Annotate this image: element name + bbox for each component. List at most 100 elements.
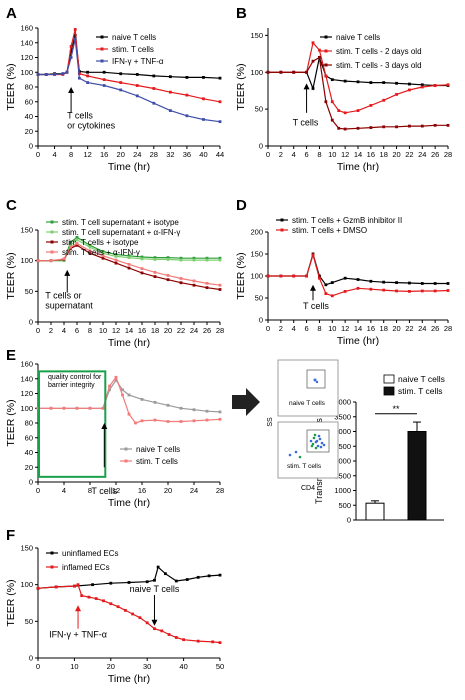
data-point — [192, 408, 196, 412]
data-point — [266, 274, 270, 278]
data-point — [395, 281, 398, 284]
data-point — [420, 83, 424, 87]
data-point — [420, 282, 424, 285]
x-tick-label: 6 — [304, 324, 308, 333]
data-point — [152, 101, 156, 105]
x-tick-label: 20 — [117, 150, 125, 159]
legend-marker — [50, 551, 54, 555]
data-point — [356, 109, 360, 112]
data-point — [433, 282, 437, 285]
panel-a: 0 4 8 12 16 20 24 28 32 36 40 44 0 20 40 60 80 100 120 140 1… — [5, 24, 224, 174]
y-tick-label: 100 — [20, 256, 33, 265]
data-point — [127, 256, 131, 259]
data-point — [44, 73, 48, 76]
x-tick-label: 16 — [100, 150, 108, 159]
y-tick-label: 50 — [25, 617, 33, 626]
data-point — [202, 118, 205, 121]
x-axis-label: Time (hr) — [108, 337, 150, 349]
data-point — [179, 281, 183, 285]
flow-dot — [313, 378, 317, 382]
legend-marker — [100, 35, 104, 39]
x-tick-label: 28 — [444, 324, 452, 333]
data-point — [446, 289, 450, 292]
flow-dot — [319, 445, 323, 449]
x-tick-label: 10 — [99, 326, 107, 335]
legend-label: naive T cells — [112, 33, 156, 42]
data-point — [408, 82, 411, 86]
data-point — [76, 583, 80, 587]
data-point — [36, 73, 40, 76]
data-point — [182, 638, 185, 642]
x-tick-label: 2 — [279, 324, 283, 333]
arrow-head — [151, 619, 158, 626]
data-point — [86, 81, 90, 84]
x-axis-label: Time (hr) — [337, 335, 379, 347]
annotation-label: T cells or — [45, 291, 81, 301]
data-point — [292, 274, 296, 278]
qc-box — [38, 370, 107, 478]
x-tick-label: 12 — [112, 486, 120, 495]
significance-label: ** — [392, 404, 400, 414]
data-point — [202, 76, 205, 79]
arrow-head — [68, 87, 75, 93]
flow-dot — [322, 443, 326, 447]
data-point — [408, 281, 411, 285]
y-tick-label: 3000 — [334, 427, 351, 436]
data-point — [337, 109, 341, 112]
x-tick-label: 44 — [216, 150, 224, 159]
y-axis-label: TEER (%) — [5, 399, 17, 446]
data-point — [86, 74, 90, 78]
y-tick-label: 100 — [20, 580, 33, 589]
legend-label: stim. T cells + isotype — [62, 238, 139, 247]
data-point — [49, 259, 53, 263]
x-tick-label: 8 — [88, 486, 92, 495]
data-point — [152, 87, 156, 90]
data-point — [87, 595, 91, 599]
y-tick-label: 140 — [20, 374, 33, 383]
data-point — [179, 406, 183, 410]
y-tick-label: 150 — [20, 544, 33, 553]
series-line — [268, 56, 448, 130]
x-tick-label: 36 — [183, 150, 191, 159]
y-tick-label: 0 — [259, 142, 263, 151]
data-point — [205, 281, 209, 285]
data-point — [166, 420, 170, 423]
data-point — [36, 586, 40, 590]
data-point — [382, 288, 386, 292]
series-line — [38, 376, 221, 424]
y-tick-label: 150 — [20, 226, 33, 235]
data-point — [65, 70, 69, 74]
y-tick-label: 60 — [25, 433, 33, 442]
data-point — [330, 118, 334, 122]
data-point — [119, 88, 123, 92]
data-point — [382, 81, 386, 84]
data-point — [446, 83, 450, 87]
data-point — [69, 45, 73, 48]
series-line — [38, 242, 221, 286]
data-point — [109, 581, 113, 585]
x-tick-label: 6 — [75, 326, 79, 335]
data-point — [88, 243, 92, 247]
x-tick-label: 20 — [107, 662, 115, 671]
y-tick-label: 2500 — [334, 442, 351, 451]
data-point — [153, 627, 156, 631]
data-point — [73, 37, 77, 41]
flow-dot — [320, 441, 324, 445]
y-tick-label: 0 — [259, 316, 263, 325]
data-point — [153, 275, 157, 279]
y-tick-label: 100 — [20, 68, 33, 77]
data-point — [164, 572, 167, 576]
panel-e: 0 4 8 12 16 20 24 28 0 20 40 60 80 100 120 140 160 Time (… — [5, 360, 224, 510]
data-point — [69, 243, 72, 247]
data-point — [53, 73, 56, 76]
data-point — [131, 612, 135, 616]
data-point — [101, 251, 105, 255]
data-point — [101, 250, 105, 253]
data-point — [179, 258, 183, 262]
x-axis-label: Time (hr) — [108, 673, 150, 685]
data-point — [330, 294, 334, 298]
x-tick-label: 12 — [83, 150, 91, 159]
data-point — [179, 277, 183, 280]
y-tick-label: 0 — [29, 478, 33, 487]
